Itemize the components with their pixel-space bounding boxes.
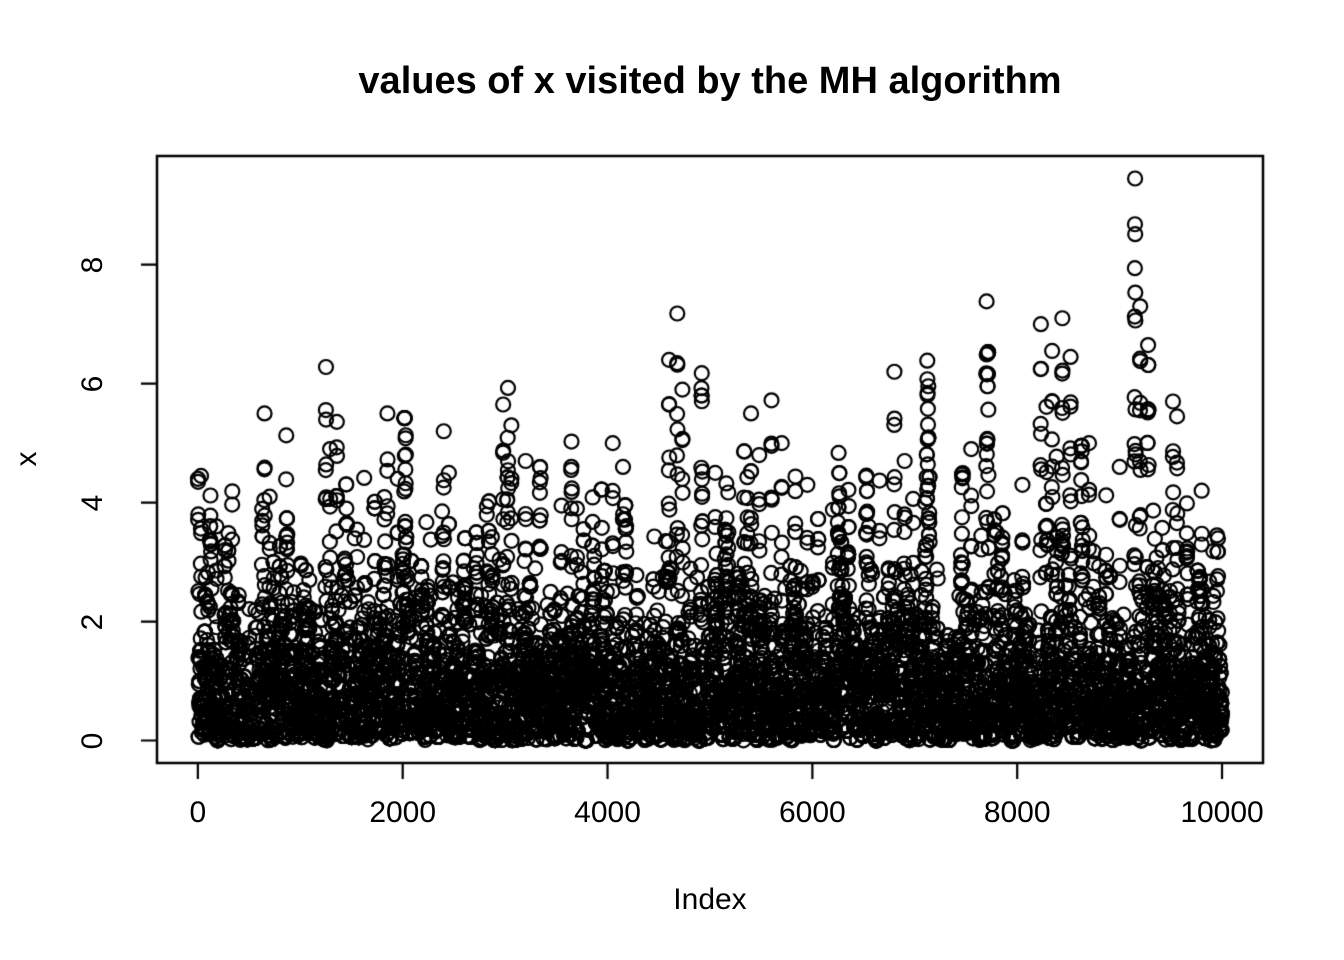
x-tick-label: 0 — [189, 796, 207, 829]
x-tick-label: 6000 — [778, 796, 846, 829]
y-axis-label: x — [10, 451, 43, 467]
x-tick-label: 4000 — [574, 796, 641, 829]
chart-title: values of x visited by the MH algorithm — [358, 60, 1062, 102]
x-axis-label: Index — [673, 883, 747, 916]
x-tick-label: 10000 — [1180, 796, 1264, 829]
x-tick-label: 2000 — [369, 796, 437, 829]
y-tick-label: 6 — [76, 375, 109, 392]
y-tick-label: 8 — [76, 256, 109, 274]
y-tick-label: 4 — [76, 494, 109, 511]
y-tick-label: 0 — [76, 732, 109, 749]
x-tick-label: 8000 — [983, 796, 1051, 829]
y-tick-label: 2 — [76, 613, 109, 630]
